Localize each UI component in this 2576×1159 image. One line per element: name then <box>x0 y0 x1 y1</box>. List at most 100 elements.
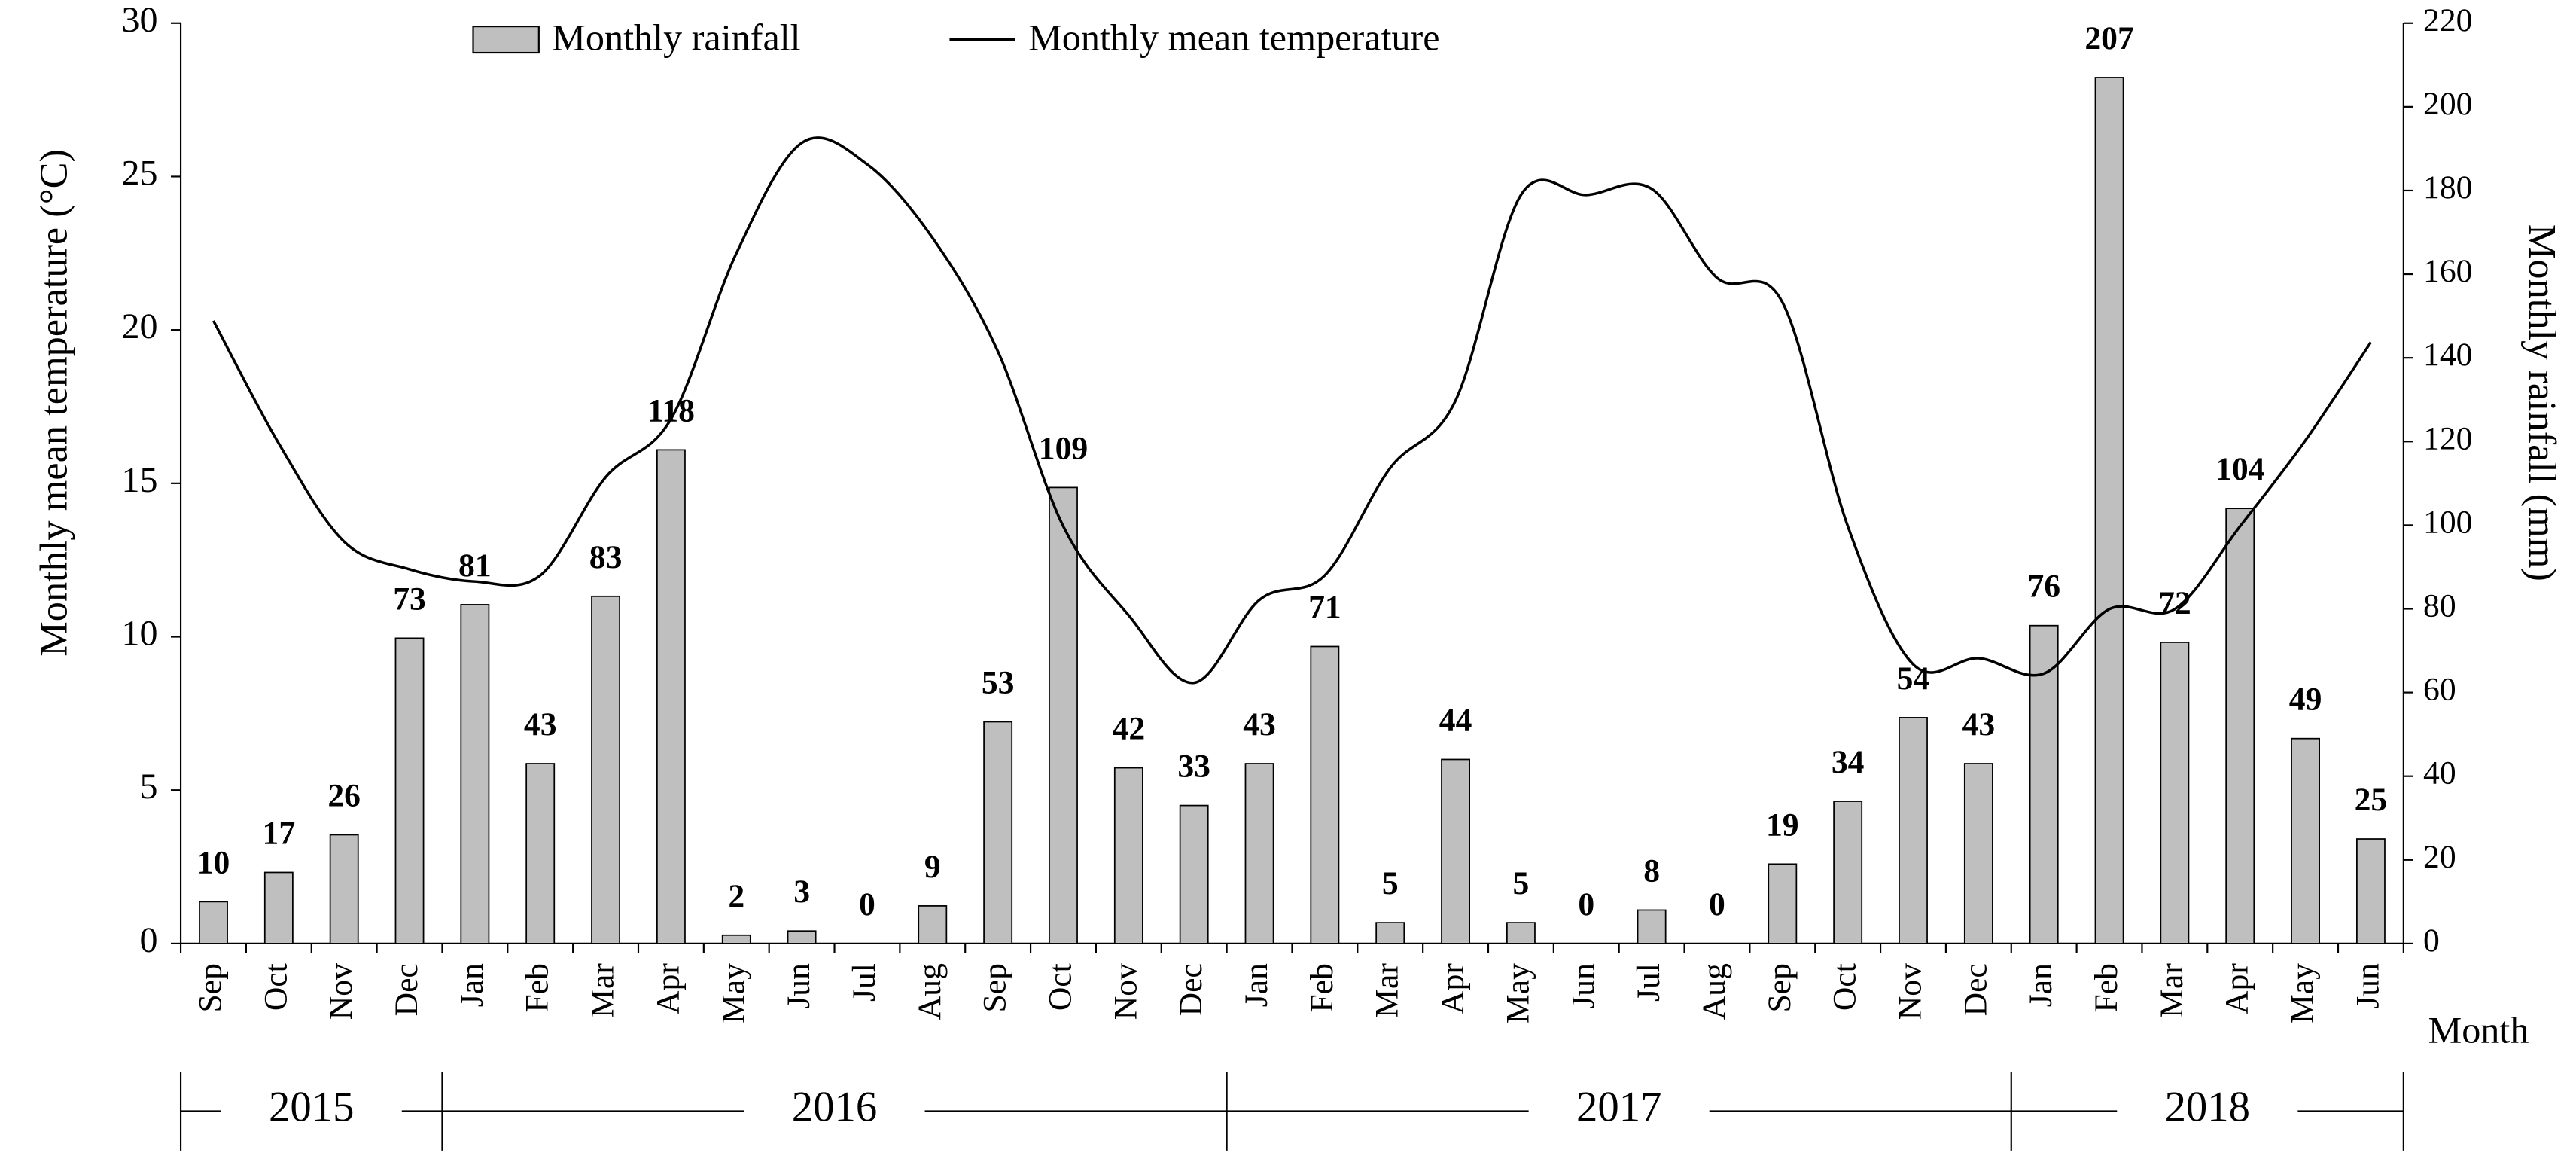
value-label: 83 <box>589 539 623 575</box>
bar <box>1899 717 1928 944</box>
x-tick-label: Dec <box>1957 963 1993 1016</box>
x-tick-label: Aug <box>912 963 948 1020</box>
x-tick-label: Jan <box>2023 963 2059 1007</box>
x-tick-label: Mar <box>585 963 621 1018</box>
value-label: 44 <box>1439 702 1472 738</box>
x-tick-label: May <box>2285 963 2321 1023</box>
bar <box>199 901 228 944</box>
y2-tick-label: 60 <box>2423 672 2456 708</box>
x-tick-label: Jun <box>2349 963 2386 1009</box>
value-label: 17 <box>263 815 296 851</box>
y-tick-label: 10 <box>122 614 158 654</box>
bar <box>525 763 556 944</box>
x-tick-label: Jul <box>846 963 882 1002</box>
value-label: 76 <box>2027 569 2060 605</box>
value-label: 0 <box>859 886 875 923</box>
y2-tick-label: 140 <box>2423 337 2472 373</box>
bar <box>1375 922 1405 944</box>
x-tick-label: Apr <box>2219 963 2255 1014</box>
value-label: 49 <box>2289 682 2322 718</box>
value-label: 53 <box>982 664 1015 700</box>
y2-tick-label: 0 <box>2423 923 2440 959</box>
value-label: 2 <box>728 878 744 914</box>
value-label: 104 <box>2215 451 2264 487</box>
x-tick-label: Sep <box>977 963 1013 1012</box>
x-tick-label: Jan <box>454 963 490 1007</box>
value-label: 81 <box>458 547 492 584</box>
y-tick-label: 15 <box>122 460 158 500</box>
x-tick-label: Mar <box>2154 963 2190 1018</box>
y-tick-label: 0 <box>140 920 158 960</box>
y-tick-label: 5 <box>140 767 158 807</box>
value-label: 33 <box>1177 749 1210 785</box>
value-label: 10 <box>197 844 230 880</box>
bar <box>721 934 751 944</box>
bar <box>1244 763 1274 944</box>
bar <box>656 449 686 944</box>
value-label: 118 <box>647 392 695 429</box>
bar <box>2094 77 2124 944</box>
value-label: 54 <box>1897 660 1930 697</box>
x-tick-label: Nov <box>1107 963 1143 1020</box>
x-tick-label: Sep <box>193 963 229 1012</box>
bar <box>1506 922 1536 944</box>
y2-tick-label: 200 <box>2423 86 2472 122</box>
x-tick-label: Jan <box>1238 963 1274 1007</box>
bar <box>983 721 1013 944</box>
x-tick-label: Dec <box>388 963 425 1016</box>
value-label: 0 <box>1709 886 1725 923</box>
x-tick-label: May <box>1500 963 1536 1023</box>
value-label: 207 <box>2084 20 2133 56</box>
bar <box>2356 838 2386 944</box>
value-label: 9 <box>924 849 941 885</box>
value-label: 73 <box>393 581 426 617</box>
legend-swatch <box>472 26 540 54</box>
x-axis-label: Month <box>2428 1008 2529 1051</box>
value-label: 43 <box>1962 706 1996 743</box>
value-label: 5 <box>1513 865 1530 901</box>
value-label: 3 <box>793 874 810 910</box>
value-label: 8 <box>1643 852 1660 889</box>
x-tick-label: Aug <box>1696 963 1732 1020</box>
value-label: 5 <box>1382 865 1399 901</box>
y2-axis-label: Monthly rainfall (mm) <box>2520 224 2564 581</box>
y-tick-label: 30 <box>122 0 158 40</box>
x-tick-label: Apr <box>650 963 686 1014</box>
bar <box>1963 763 1993 944</box>
value-label: 19 <box>1766 807 1799 843</box>
y2-tick-label: 180 <box>2423 169 2472 206</box>
legend-label: Monthly mean temperature <box>1028 16 1439 58</box>
x-tick-label: Jun <box>781 963 817 1009</box>
y2-tick-label: 220 <box>2423 2 2472 38</box>
bar <box>329 834 359 944</box>
y2-tick-label: 80 <box>2423 588 2456 624</box>
bar <box>1833 801 1863 944</box>
y2-tick-label: 100 <box>2423 504 2472 540</box>
y-axis-label: Monthly mean temperature (°C) <box>32 149 75 657</box>
value-label: 42 <box>1113 711 1146 747</box>
bar <box>1179 804 1209 944</box>
bar <box>1637 909 1667 944</box>
bar <box>1049 486 1078 944</box>
year-label: 2018 <box>2165 1084 2250 1131</box>
x-tick-label: Oct <box>1827 963 1863 1011</box>
year-label: 2015 <box>269 1084 354 1131</box>
x-tick-label: Nov <box>1892 963 1929 1020</box>
bar <box>394 637 425 944</box>
bar <box>2225 508 2255 944</box>
x-tick-label: Feb <box>2088 963 2124 1012</box>
y-tick-label: 20 <box>122 307 158 346</box>
y-tick-label: 25 <box>122 153 158 193</box>
bar <box>2029 624 2059 944</box>
x-tick-label: Feb <box>519 963 556 1012</box>
x-tick-label: Oct <box>1043 963 1079 1011</box>
bar <box>1768 863 1798 944</box>
bar <box>1310 645 1340 944</box>
x-tick-label: Feb <box>1304 963 1340 1012</box>
x-tick-label: Oct <box>257 963 294 1011</box>
bar <box>263 871 294 944</box>
x-tick-label: Sep <box>1761 963 1798 1012</box>
bar <box>2160 642 2190 944</box>
x-tick-label: Mar <box>1369 963 1405 1018</box>
bar <box>918 905 948 944</box>
